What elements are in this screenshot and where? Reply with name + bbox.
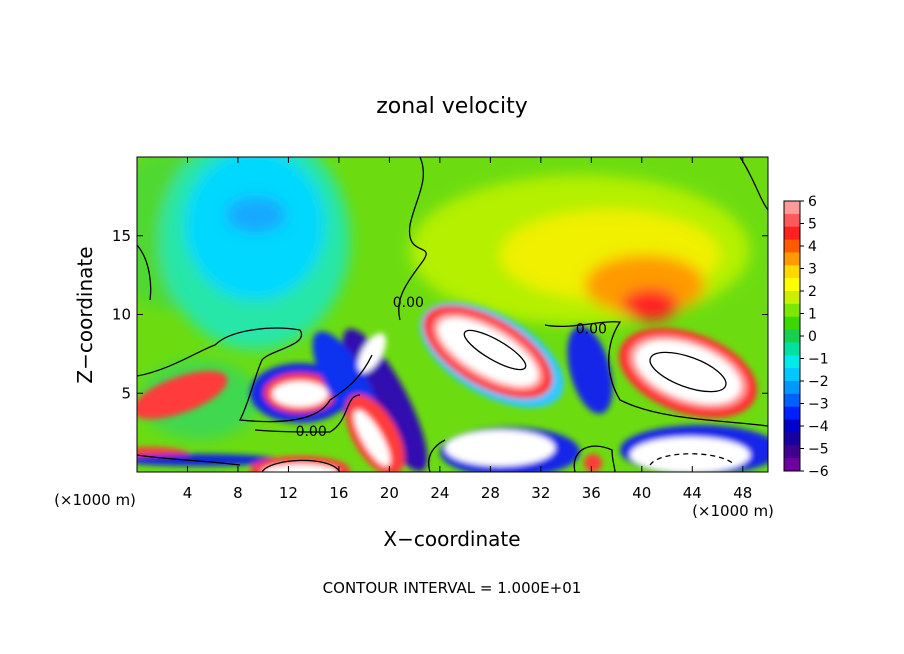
colorbar-swatch	[784, 355, 800, 369]
x-tick-label: 4	[183, 484, 193, 502]
x-tick-label: 8	[233, 484, 243, 502]
x-tick-label: 20	[380, 484, 399, 502]
x-axis-label: X−coordinate	[383, 527, 520, 551]
colorbar-swatch	[784, 419, 800, 433]
band-red-36-bottom	[584, 454, 602, 472]
contour-line-positive-43	[649, 351, 727, 393]
core-white-12	[272, 381, 328, 407]
colorbar-label: 1	[808, 307, 817, 323]
colorbar-swatch	[784, 265, 800, 279]
band-red-left-1	[137, 370, 228, 420]
x-unit-left: (×1000 m)	[54, 491, 136, 509]
colorbar-label: 2	[808, 284, 817, 300]
x-tick-label: 48	[733, 484, 752, 502]
x-tick-label: 28	[481, 484, 500, 502]
contour-line-zero-upper-left	[137, 244, 152, 301]
colorbar-label: −5	[808, 442, 829, 458]
x-tick-label: 36	[582, 484, 601, 502]
contour-line-negative-42	[649, 453, 736, 466]
contour-line-zero-upper-right	[739, 157, 768, 211]
x-tick-label: 32	[531, 484, 550, 502]
colorbar-swatch	[784, 432, 800, 446]
contour-label: 0.00	[576, 322, 607, 338]
colorbar-label: 6	[808, 194, 817, 210]
colorbar-swatch	[784, 445, 800, 459]
x-axis: 4 8 12 16 20 24 28 32 36 40 44 48	[183, 157, 752, 502]
band-blue-35	[567, 326, 613, 414]
colorbar-swatch	[784, 201, 800, 215]
contour-line-zero-bottom-left	[137, 454, 241, 466]
core-white-42	[630, 437, 750, 472]
contour-label: 0.00	[393, 295, 424, 311]
colorbar-label: −4	[808, 419, 829, 435]
core-white-12-bottom	[262, 464, 338, 472]
core-white-29	[445, 430, 555, 466]
colorbar-label: 5	[808, 217, 817, 233]
colorbar-swatch	[784, 406, 800, 421]
contour-label: 0.00	[296, 424, 327, 440]
colorbar-swatch	[784, 381, 800, 395]
colorbar-label: −1	[808, 352, 829, 368]
core-white-20-upper	[358, 333, 386, 373]
x-tick-label: 16	[329, 484, 348, 502]
colorbar-swatch	[784, 329, 800, 343]
colorbar-swatch	[784, 291, 800, 305]
colorbar-label: 4	[808, 239, 817, 255]
y-tick-label: 10	[112, 306, 131, 324]
y-axis-label: Z−coordinate	[73, 246, 97, 383]
colorbar-swatch	[784, 303, 800, 318]
band-blue-bottom-left	[137, 454, 280, 466]
contour-line-zero-mid	[137, 327, 373, 423]
x-tick-label: 44	[683, 484, 702, 502]
colorbar-swatch	[784, 316, 800, 331]
colorbar-swatch	[784, 393, 800, 408]
colorbar-swatch	[784, 213, 800, 228]
contour-line-zero-bottom-right	[573, 445, 616, 472]
colorbar-swatch	[784, 226, 800, 241]
x-tick-label: 24	[430, 484, 449, 502]
contour-line-zero-right	[544, 321, 768, 427]
field-blob-red-max	[622, 289, 678, 321]
contour-labels: 0.00 0.00 0.00	[296, 295, 607, 440]
contour-line-zero-upper	[398, 157, 427, 321]
x-tick-label: 40	[632, 484, 651, 502]
x-unit-right: (×1000 m)	[692, 502, 774, 520]
y-axis: 5 10 15	[112, 227, 768, 402]
colorbar-swatch	[784, 368, 800, 382]
core-white-20-lower	[353, 409, 391, 467]
x-tick-label: 12	[279, 484, 298, 502]
contour-interval-footer: CONTOUR INTERVAL = 1.000E+01	[323, 579, 582, 597]
y-tick-label: 15	[112, 227, 131, 245]
colorbar-swatch	[784, 342, 800, 356]
core-white-43	[635, 340, 741, 404]
colorbar-swatch	[784, 458, 800, 472]
contour-line-positive-27	[463, 329, 527, 371]
field-blob-blue-core	[226, 197, 286, 233]
plot-area: 0.00 0.00 0.00	[137, 157, 768, 472]
contour-line-zero-bottom-mid	[428, 439, 446, 472]
colorbar-swatch	[784, 239, 800, 253]
colorbar-label: −2	[808, 374, 829, 390]
colorbar-swatch	[784, 252, 800, 266]
colorbar-label: 0	[808, 329, 817, 345]
colorbar-swatch	[784, 278, 800, 292]
colorbar-label: 3	[808, 262, 817, 278]
contour-line-zero-lower	[254, 394, 361, 433]
contour-lines	[137, 157, 768, 472]
colorbar: 6 5 4 3 2 1 0 −1 −2 −3 −4 −5 −6	[783, 194, 829, 480]
contour-line-positive-12	[261, 459, 341, 472]
colorbar-label: −3	[808, 397, 829, 413]
chart-title: zonal velocity	[376, 94, 528, 119]
colorbar-label: −6	[808, 464, 829, 480]
y-tick-label: 5	[121, 384, 131, 402]
